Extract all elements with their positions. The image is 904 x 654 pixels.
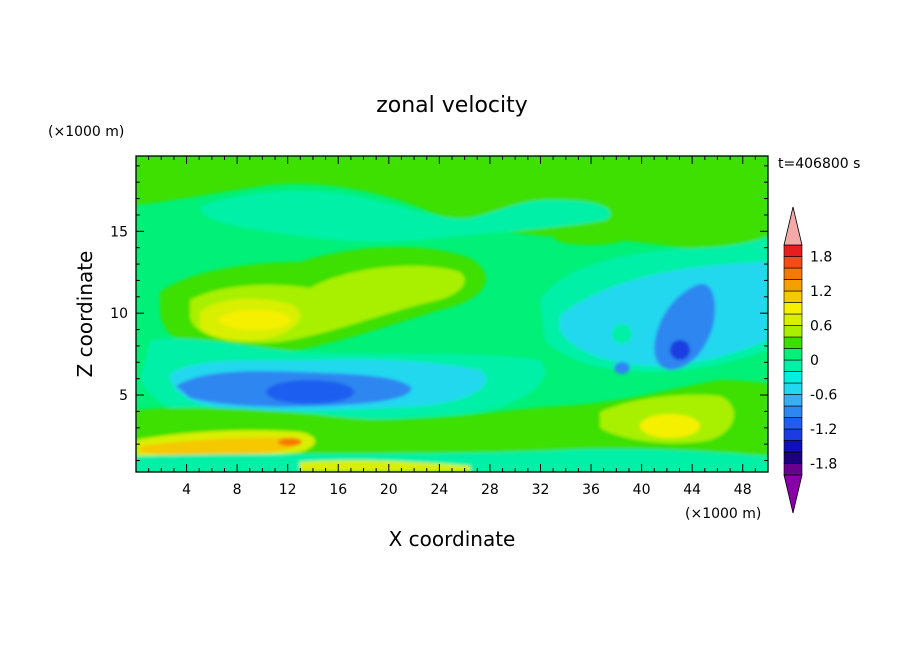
x-axis: 4 8 12 16 20 24 28 32 36 40 44 48 — [148, 156, 756, 498]
colorbar-swatch — [783, 302, 803, 315]
contour-field — [136, 156, 768, 472]
contour-surface-jet-inner — [140, 437, 299, 456]
chart-title: zonal velocity — [376, 93, 528, 118]
colorbar-over-arrow — [783, 206, 803, 246]
contour-small-negative — [614, 362, 630, 374]
x-tick-label: 4 — [182, 482, 191, 498]
x-tick-label: 36 — [582, 482, 600, 498]
colorbar-tick-label: -1.2 — [810, 422, 837, 438]
contour-center-core — [266, 380, 354, 404]
colorbar-swatch — [783, 256, 803, 269]
x-tick-label: 24 — [430, 482, 448, 498]
colorbar: 1.8 1.2 0.6 0 -0.6 -1.2 -1.8 — [783, 206, 837, 514]
x-tick-label: 44 — [683, 482, 701, 498]
x-tick-label: 16 — [329, 482, 347, 498]
colorbar-swatch — [783, 405, 803, 418]
colorbar-tick-label: 1.8 — [810, 250, 832, 266]
colorbar-swatch — [783, 348, 803, 361]
contour-lower-right-max — [640, 414, 700, 438]
x-tick-label: 28 — [481, 482, 499, 498]
y-axis: 5 10 15 — [110, 165, 768, 462]
colorbar-swatch — [783, 359, 803, 372]
colorbar-tick-label: 0.6 — [810, 319, 832, 335]
x-unit-label: (×1000 m) — [685, 506, 761, 522]
contour-jet-max — [219, 310, 291, 330]
colorbar-swatch — [783, 440, 803, 453]
colorbar-tick-label: -0.6 — [810, 388, 837, 404]
colorbar-tick-label: -1.8 — [810, 457, 837, 473]
colorbar-swatch — [783, 394, 803, 407]
colorbar-swatch — [783, 371, 803, 384]
colorbar-swatch — [783, 313, 803, 326]
colorbar-swatch — [783, 336, 803, 349]
y-unit-label: (×1000 m) — [48, 124, 124, 140]
x-tick-label: 20 — [380, 482, 398, 498]
contour-upper-small — [554, 231, 626, 245]
y-tick-label: 10 — [110, 306, 128, 322]
colorbar-swatch — [783, 417, 803, 430]
colorbar-swatch — [783, 428, 803, 441]
contour-bottom-shell — [136, 448, 768, 472]
colorbar-swatch — [783, 290, 803, 303]
x-tick-label: 48 — [734, 482, 752, 498]
contour-upper-weak — [200, 190, 611, 242]
x-tick-label: 32 — [532, 482, 550, 498]
time-label: t=406800 s — [778, 156, 860, 172]
x-tick-label: 12 — [279, 482, 297, 498]
contour-right-negative — [654, 283, 716, 370]
contour-right-cyan — [560, 262, 768, 366]
x-tick-label: 40 — [633, 482, 651, 498]
colorbar-swatch — [783, 244, 803, 257]
colorbar-swatch — [783, 382, 803, 395]
x-tick-label: 8 — [233, 482, 242, 498]
colorbar-swatch — [783, 279, 803, 292]
colorbar-swatch — [783, 267, 803, 280]
colorbar-tick-label: 1.2 — [810, 284, 832, 300]
contour-surface-max — [278, 438, 302, 446]
colorbar-swatch — [783, 451, 803, 464]
y-axis-label: Z coordinate — [73, 251, 97, 378]
contour-small-eddy — [612, 324, 632, 344]
x-axis-label: X coordinate — [389, 527, 516, 551]
contour-bottom-yellow — [300, 460, 470, 472]
colorbar-under-arrow — [783, 474, 803, 514]
colorbar-swatch — [783, 463, 803, 476]
contour-right-core — [670, 340, 690, 360]
y-tick-label: 15 — [110, 224, 128, 240]
y-tick-label: 5 — [119, 388, 128, 404]
colorbar-tick-label: 0 — [810, 353, 819, 369]
colorbar-swatch — [783, 325, 803, 338]
